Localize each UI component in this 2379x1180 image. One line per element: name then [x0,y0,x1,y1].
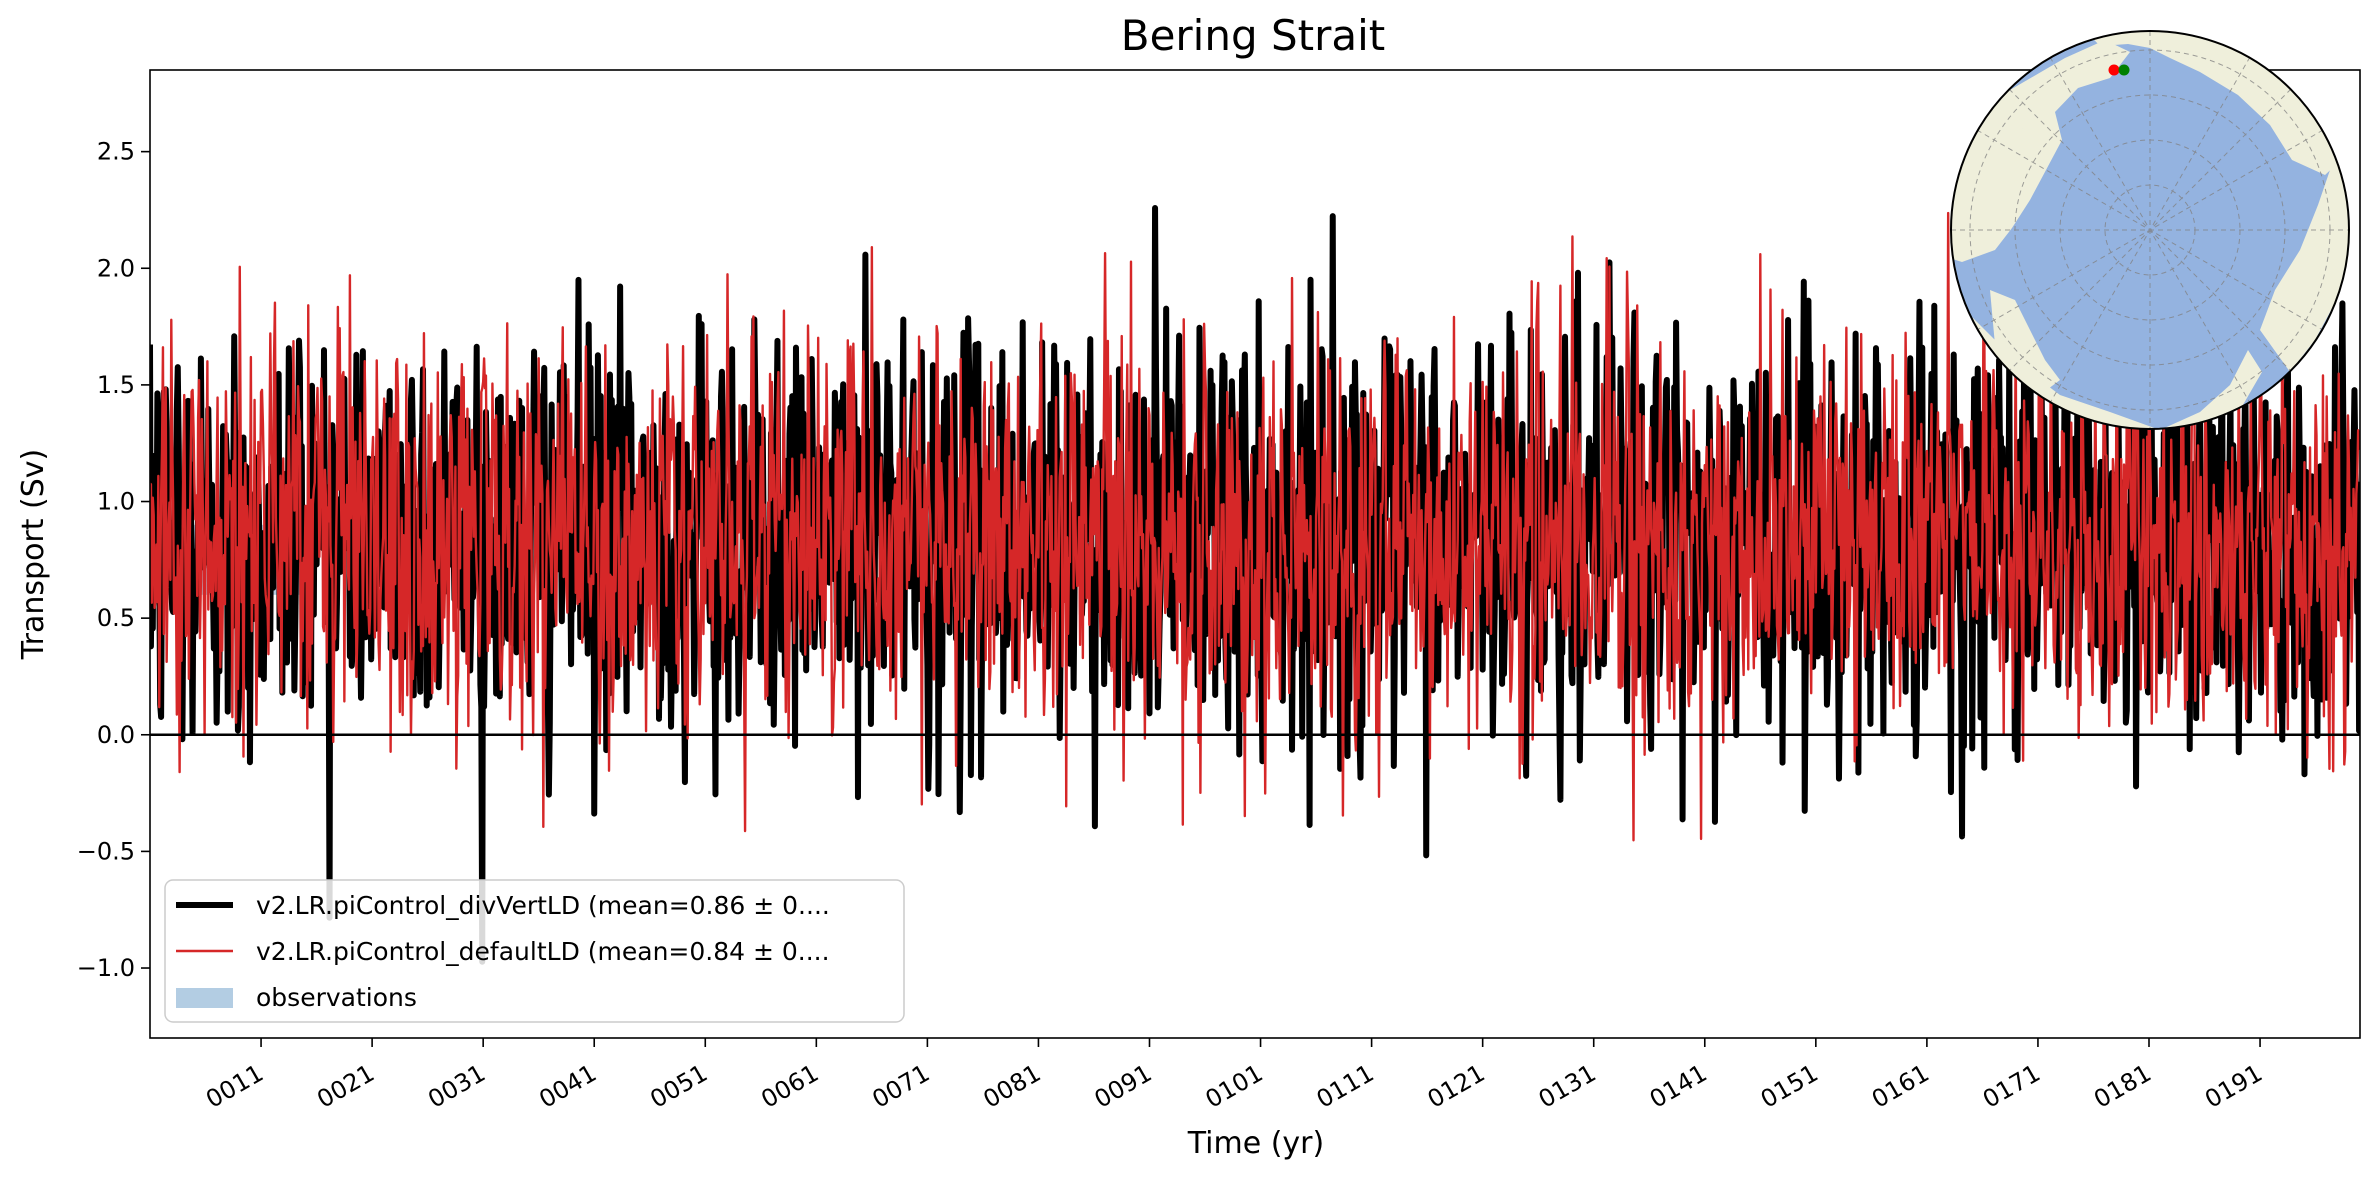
series-line-2 [150,211,2360,842]
y-tick-label: 2.5 [97,138,135,166]
axes-frame-group [149,69,2361,1039]
chart-title: Bering Strait [1121,11,1386,60]
y-axis-label: Transport (Sv) [16,449,51,661]
graticule-meridian-8 [1976,129,2324,331]
x-axis-label: Time (yr) [1187,1126,1324,1161]
legend-label-series-1: v2.LR.piControl_divVertLD (mean=0.86 ± 0… [256,891,830,920]
y-tick-label: 0.5 [97,604,135,632]
inset-map-graticule [1951,31,2349,429]
y-tick-label: −1.0 [77,954,135,982]
legend-box [164,879,905,1023]
axes-frame [149,69,2361,1039]
land-canadian-archipelago [2005,118,2060,188]
y-tick-label: 1.0 [97,488,135,516]
inset-map-marker-red [2108,64,2120,76]
y-tick-label: 2.0 [97,254,135,282]
legend-label-observations: observations [256,983,417,1012]
plot-area [150,204,2360,965]
land-greenland [1990,290,2060,395]
inset-map-border [1950,30,2350,430]
y-axis: −1.0 −0.5 0.0 0.5 1.0 1.5 2.0 2.5 [77,138,150,982]
inset-map-marker-green [2118,64,2130,76]
land-north-america [1951,40,2130,262]
legend: v2.LR.piControl_divVertLD (mean=0.86 ± 0… [164,879,905,1023]
series-layer [150,204,2360,965]
y-tick-label: 0.0 [97,721,135,749]
legend-label-series-2: v2.LR.piControl_defaultLD (mean=0.84 ± 0… [256,937,830,966]
y-tick-label: 1.5 [97,371,135,399]
legend-swatch-observations [176,988,233,1008]
y-tick-label: −0.5 [77,837,135,865]
land-siberia-east [2260,150,2349,372]
